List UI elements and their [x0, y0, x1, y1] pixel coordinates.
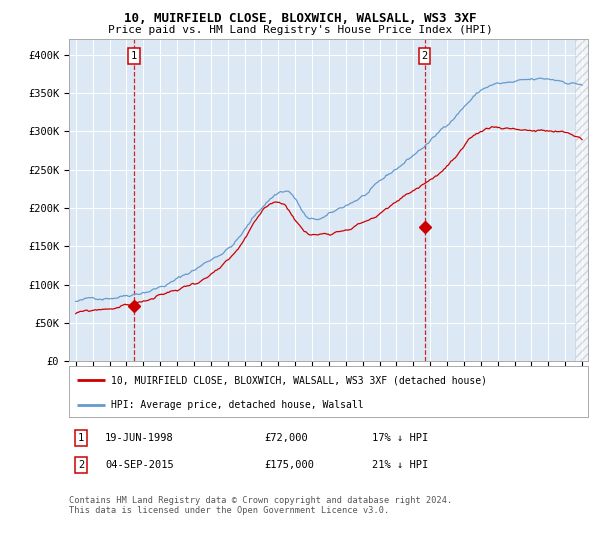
Text: 2: 2: [78, 460, 84, 470]
Text: £72,000: £72,000: [264, 433, 308, 443]
Text: 10, MUIRFIELD CLOSE, BLOXWICH, WALSALL, WS3 3XF: 10, MUIRFIELD CLOSE, BLOXWICH, WALSALL, …: [124, 12, 476, 25]
Text: 1: 1: [78, 433, 84, 443]
Text: 19-JUN-1998: 19-JUN-1998: [105, 433, 174, 443]
Text: £175,000: £175,000: [264, 460, 314, 470]
Text: 2: 2: [421, 51, 428, 61]
Text: HPI: Average price, detached house, Walsall: HPI: Average price, detached house, Wals…: [110, 400, 363, 410]
Bar: [575, 39, 588, 361]
Text: 04-SEP-2015: 04-SEP-2015: [105, 460, 174, 470]
Text: 17% ↓ HPI: 17% ↓ HPI: [372, 433, 428, 443]
Text: 10, MUIRFIELD CLOSE, BLOXWICH, WALSALL, WS3 3XF (detached house): 10, MUIRFIELD CLOSE, BLOXWICH, WALSALL, …: [110, 375, 487, 385]
Text: 21% ↓ HPI: 21% ↓ HPI: [372, 460, 428, 470]
Text: Price paid vs. HM Land Registry's House Price Index (HPI): Price paid vs. HM Land Registry's House …: [107, 25, 493, 35]
Text: Contains HM Land Registry data © Crown copyright and database right 2024.
This d: Contains HM Land Registry data © Crown c…: [69, 496, 452, 515]
Text: 1: 1: [131, 51, 137, 61]
